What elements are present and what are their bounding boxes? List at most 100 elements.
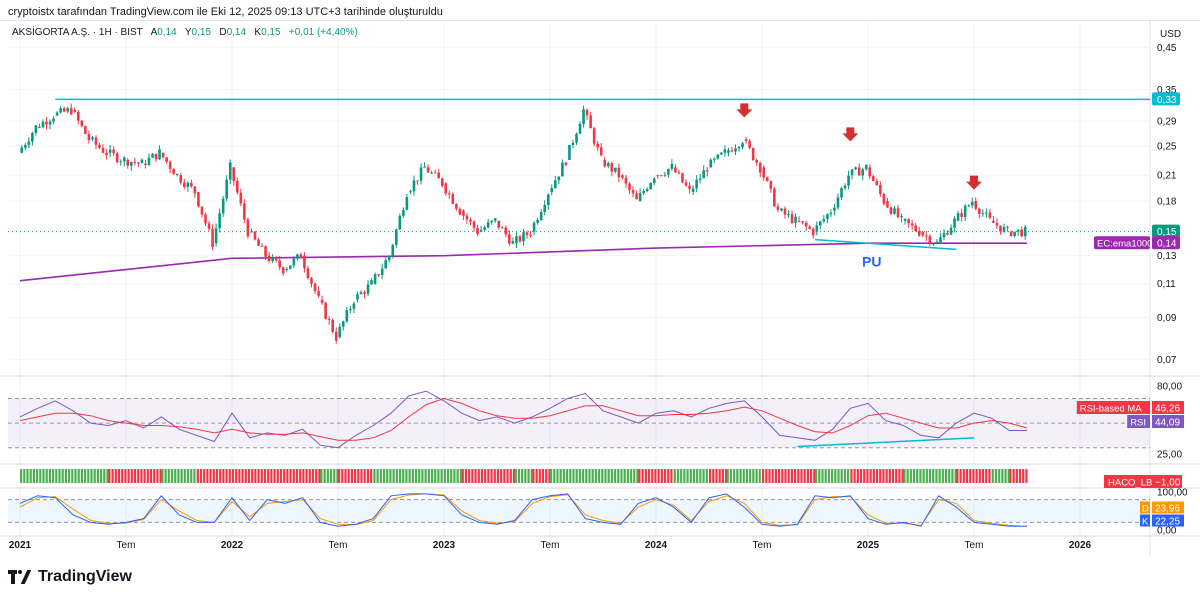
haco-bar (944, 469, 948, 483)
haco-bar (800, 469, 803, 483)
haco-bar (149, 469, 153, 483)
candle-body (539, 212, 543, 220)
candle-body (734, 148, 737, 152)
candle-body (317, 290, 320, 296)
haco-bar (376, 469, 379, 483)
candle-body (702, 170, 705, 179)
candle-body (836, 197, 840, 208)
haco-bar (29, 469, 32, 483)
haco-bar (257, 469, 260, 483)
candle-body (656, 175, 660, 177)
haco-bar (456, 469, 459, 483)
haco-bar (477, 469, 480, 483)
rsi-value: 46,26 (1155, 404, 1180, 415)
y-tick-label: 0,18 (1157, 197, 1177, 208)
candle-body (762, 167, 766, 178)
haco-bar (392, 469, 395, 483)
haco-bar (1007, 469, 1010, 483)
haco-bar (813, 469, 816, 483)
haco-bar (647, 469, 651, 483)
haco-bar (238, 469, 241, 483)
candle-body (161, 152, 165, 158)
haco-bar (749, 469, 752, 483)
candle-body (119, 161, 122, 163)
x-tick-label: Tem (753, 540, 772, 551)
haco-bar (790, 469, 793, 483)
candle-body (342, 321, 345, 327)
haco-bar (514, 469, 517, 483)
candle-body (218, 213, 221, 229)
candle-body (529, 234, 532, 236)
symbol-name[interactable]: AKSİGORTA A.Ş. · 1H · BIST (12, 27, 143, 38)
candle-body (112, 149, 115, 154)
candle-body (872, 176, 875, 181)
haco-bar (670, 469, 673, 483)
haco-bar (199, 469, 203, 483)
haco-bar (598, 469, 601, 483)
candle-body (748, 140, 751, 148)
haco-bar (108, 469, 111, 483)
haco-bar (96, 469, 99, 483)
x-tick-label: 2022 (221, 540, 244, 551)
candle-body (677, 172, 681, 174)
chart-svg[interactable]: 2021 Tem 2022 Tem 2023 Tem 2024 Tem 2025 Tem 2026 0… (0, 0, 1200, 560)
haco-bar (263, 469, 267, 483)
candle-body (211, 228, 214, 248)
candle-body (48, 121, 52, 125)
candle-body (532, 222, 536, 232)
x-tick-label: 2021 (9, 540, 32, 551)
candle-body (787, 214, 790, 216)
candle-body (115, 153, 119, 162)
candle-body (250, 231, 253, 233)
haco-bar (333, 469, 336, 483)
candle-body (723, 149, 727, 153)
candle-body (691, 188, 695, 192)
chart-area[interactable] (0, 20, 1200, 557)
haco-bar (190, 469, 193, 483)
candle-body (889, 207, 893, 214)
haco-bar (676, 469, 680, 483)
candle-body (727, 150, 730, 153)
candle-body (914, 225, 917, 232)
candle-body (405, 197, 409, 210)
haco-bar (90, 469, 93, 483)
candle-body (324, 302, 327, 319)
haco-bar (843, 469, 846, 483)
candle-body (780, 208, 783, 211)
candle-body (483, 227, 486, 230)
candle-body (575, 133, 578, 143)
haco-bar (959, 469, 962, 483)
haco-bar (315, 469, 318, 483)
candle-body (907, 218, 910, 224)
stoch-band (8, 499, 1150, 523)
candle-body (925, 235, 928, 237)
haco-bar (276, 469, 279, 483)
haco-bar (594, 469, 597, 483)
candle-body (716, 154, 720, 159)
candle-body (910, 223, 914, 226)
candle-body (469, 219, 472, 222)
change-value: +0,01 (+4,40%) (288, 27, 358, 38)
candle-body (98, 144, 101, 148)
candle-body (617, 167, 621, 178)
haco-bar (389, 469, 392, 483)
candle-body (221, 198, 225, 214)
haco-bar (446, 469, 450, 483)
candle-body (963, 205, 967, 217)
haco-bar (991, 469, 994, 483)
haco-bar (556, 469, 559, 483)
currency-label[interactable]: USD (1160, 29, 1182, 40)
candle-body (854, 167, 857, 170)
haco-bar (981, 469, 985, 483)
haco-bar (295, 469, 299, 483)
tradingview-logo[interactable]: TradingView (8, 568, 132, 586)
x-tick-label: 2025 (857, 540, 880, 551)
haco-bar (212, 469, 215, 483)
candle-body (327, 318, 331, 320)
candle-body (773, 188, 776, 207)
haco-bar (228, 469, 231, 483)
candle-body (243, 203, 246, 220)
candle-body (27, 141, 31, 146)
haco-bar (654, 469, 657, 483)
haco-bar (357, 469, 360, 483)
